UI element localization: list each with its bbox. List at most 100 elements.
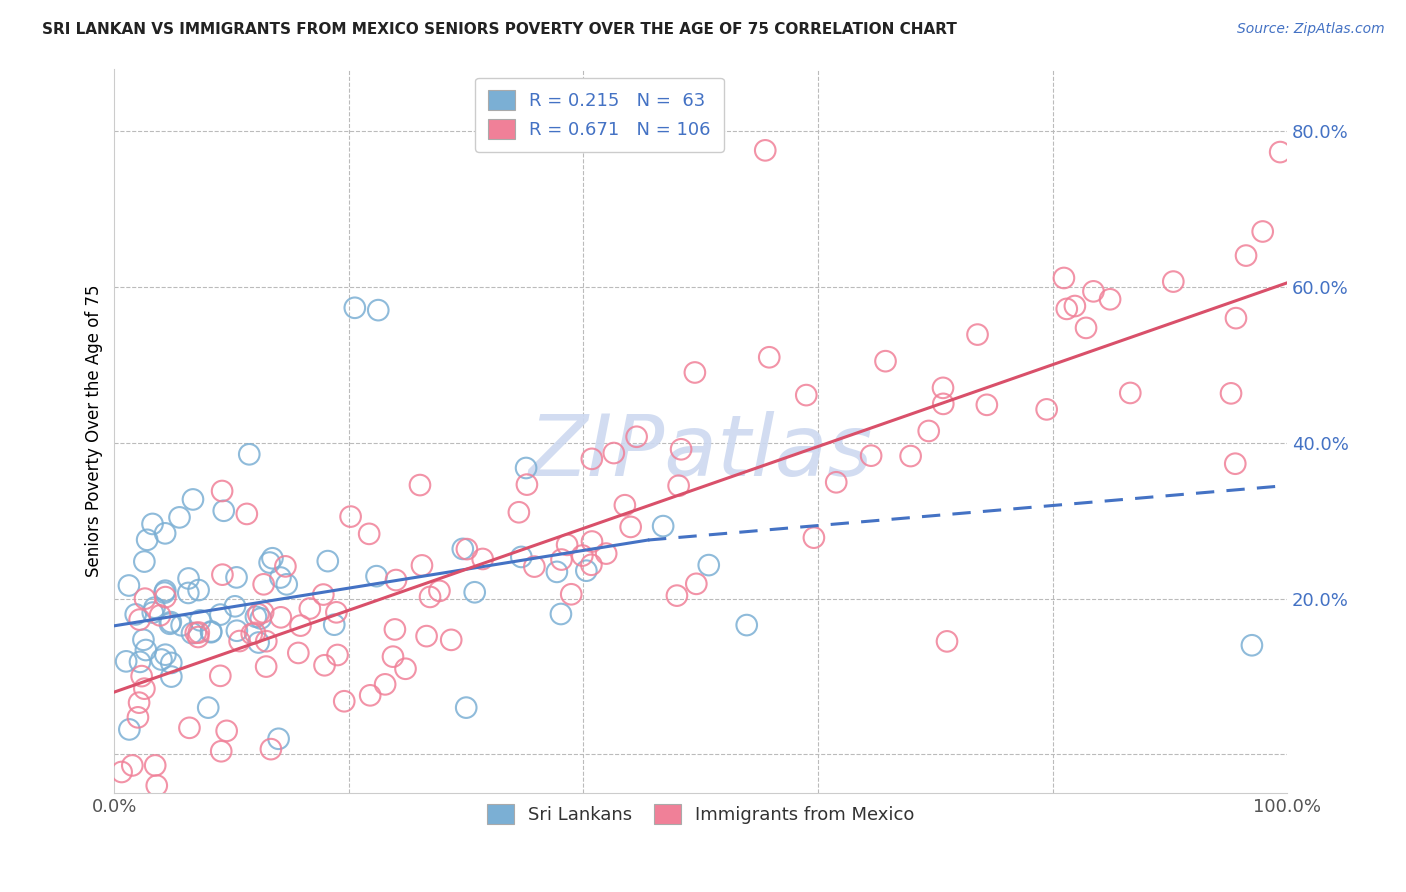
Point bbox=[184, 625, 207, 640]
Point bbox=[359, 526, 381, 541]
Point bbox=[555, 538, 578, 552]
Point bbox=[188, 613, 211, 627]
Point bbox=[900, 449, 922, 463]
Point bbox=[440, 632, 463, 647]
Point bbox=[581, 558, 603, 572]
Point bbox=[254, 659, 277, 673]
Point bbox=[581, 451, 603, 466]
Point bbox=[685, 577, 707, 591]
Point bbox=[1074, 321, 1097, 335]
Point bbox=[118, 578, 141, 592]
Point bbox=[253, 577, 276, 591]
Point bbox=[115, 654, 138, 668]
Point bbox=[187, 583, 209, 598]
Point bbox=[200, 624, 222, 639]
Point bbox=[571, 549, 593, 563]
Point bbox=[262, 551, 284, 566]
Point bbox=[224, 599, 246, 614]
Point bbox=[471, 552, 494, 566]
Point bbox=[1251, 225, 1274, 239]
Point bbox=[1225, 457, 1247, 471]
Point bbox=[177, 571, 200, 585]
Legend: Sri Lankans, Immigrants from Mexico: Sri Lankans, Immigrants from Mexico bbox=[475, 794, 925, 835]
Point bbox=[451, 541, 474, 556]
Point bbox=[225, 624, 247, 638]
Point bbox=[200, 625, 222, 640]
Point bbox=[312, 588, 335, 602]
Point bbox=[260, 742, 283, 756]
Point bbox=[136, 533, 159, 547]
Point bbox=[225, 570, 247, 584]
Point bbox=[366, 569, 388, 583]
Point bbox=[131, 669, 153, 683]
Point bbox=[1270, 145, 1292, 159]
Point bbox=[668, 479, 690, 493]
Point bbox=[211, 567, 233, 582]
Point bbox=[595, 547, 617, 561]
Point bbox=[181, 492, 204, 507]
Point bbox=[269, 570, 291, 584]
Point bbox=[298, 601, 321, 615]
Point bbox=[546, 565, 568, 579]
Point bbox=[409, 478, 432, 492]
Point bbox=[326, 648, 349, 662]
Point bbox=[132, 632, 155, 647]
Point bbox=[247, 635, 270, 649]
Point bbox=[209, 669, 232, 683]
Point bbox=[1099, 293, 1122, 307]
Point bbox=[1225, 311, 1247, 326]
Point bbox=[129, 655, 152, 669]
Point bbox=[464, 585, 486, 599]
Point bbox=[143, 758, 166, 772]
Point bbox=[276, 577, 298, 591]
Point bbox=[665, 589, 688, 603]
Point bbox=[825, 475, 848, 490]
Point bbox=[211, 483, 233, 498]
Point bbox=[735, 618, 758, 632]
Point bbox=[128, 696, 150, 710]
Point bbox=[620, 520, 643, 534]
Point bbox=[333, 694, 356, 708]
Point bbox=[160, 615, 183, 629]
Point bbox=[252, 605, 274, 619]
Point bbox=[134, 591, 156, 606]
Point bbox=[1119, 386, 1142, 401]
Point bbox=[187, 630, 209, 644]
Point bbox=[243, 626, 266, 640]
Point bbox=[1220, 386, 1243, 401]
Point bbox=[918, 424, 941, 438]
Point bbox=[966, 327, 988, 342]
Point bbox=[1035, 402, 1057, 417]
Point bbox=[411, 558, 433, 573]
Point bbox=[429, 583, 451, 598]
Point bbox=[249, 611, 271, 625]
Point bbox=[1063, 299, 1085, 313]
Point bbox=[134, 555, 156, 569]
Point bbox=[385, 573, 408, 587]
Point bbox=[359, 689, 381, 703]
Point bbox=[181, 626, 204, 640]
Point bbox=[394, 662, 416, 676]
Point bbox=[155, 648, 177, 662]
Point bbox=[155, 583, 177, 598]
Point bbox=[179, 721, 201, 735]
Point bbox=[259, 556, 281, 570]
Point bbox=[212, 504, 235, 518]
Point bbox=[697, 558, 720, 573]
Point bbox=[1161, 275, 1184, 289]
Point bbox=[1234, 249, 1257, 263]
Point bbox=[153, 585, 176, 599]
Point bbox=[456, 700, 478, 714]
Point bbox=[758, 351, 780, 365]
Point bbox=[932, 381, 955, 395]
Point bbox=[794, 388, 817, 402]
Point bbox=[155, 590, 177, 604]
Point bbox=[575, 564, 598, 578]
Point bbox=[1083, 285, 1105, 299]
Point bbox=[245, 609, 267, 624]
Point bbox=[419, 590, 441, 604]
Point bbox=[581, 534, 603, 549]
Point bbox=[652, 519, 675, 533]
Point bbox=[374, 677, 396, 691]
Point bbox=[111, 764, 134, 779]
